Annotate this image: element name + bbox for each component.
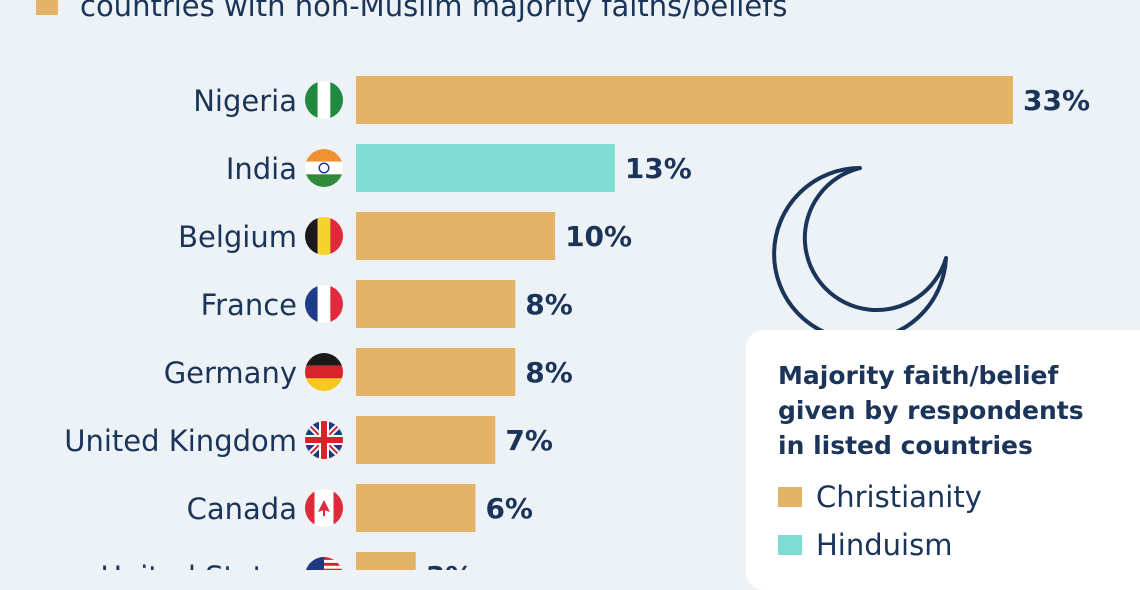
bar-canada: [356, 484, 476, 532]
category-label-united-kingdom: United Kingdom: [64, 424, 297, 458]
subtitle-row: countries with non-Muslim majority faith…: [36, 0, 788, 26]
bar-france: [356, 280, 516, 328]
value-label-germany: 8%: [525, 356, 573, 389]
bar-india: [356, 144, 615, 192]
bar-row-united-kingdom: United Kingdom 7%: [64, 416, 553, 464]
legend-swatch-hinduism: [778, 535, 802, 555]
bar-germany: [356, 348, 516, 396]
value-label-united-kingdom: 7%: [505, 424, 553, 457]
bar-row-nigeria: Nigeria 33%: [193, 76, 1090, 124]
category-label-india: India: [226, 152, 297, 186]
value-label-united-states: 3%: [426, 560, 474, 570]
bar-row-germany: Germany 8%: [164, 348, 573, 396]
crescent-moon-icon: [772, 166, 948, 342]
legend-title: Majority faith/belief given by responden…: [778, 361, 1084, 460]
bar-nigeria: [356, 76, 1013, 124]
bar-united-states: [356, 552, 416, 570]
legend-label-hinduism: Hinduism: [816, 528, 953, 562]
canada-flag-icon: [305, 489, 343, 527]
category-label-canada: Canada: [187, 492, 297, 526]
category-label-france: France: [201, 288, 297, 322]
value-label-france: 8%: [525, 288, 573, 321]
belgium-flag-icon: [305, 217, 343, 255]
legend: Majority faith/belief given by responden…: [746, 330, 1140, 590]
legend-item-hinduism: Hinduism: [778, 528, 952, 562]
legend-swatch-christianity: [778, 487, 802, 507]
bar-row-united-states: United States 3%: [101, 552, 474, 570]
subtitle-swatch: [36, 0, 58, 15]
bar-row-belgium: Belgium 10%: [178, 212, 632, 260]
value-label-nigeria: 33%: [1023, 84, 1090, 117]
united-kingdom-flag-icon: [305, 421, 343, 459]
category-label-united-states: United States: [101, 560, 297, 570]
bar-chart: Nigeria 33%India 13%Belgium 10%France 8%Germ…: [64, 76, 1090, 570]
bar-belgium: [356, 212, 556, 260]
nigeria-flag-icon: [305, 81, 343, 119]
legend-label-christianity: Christianity: [816, 480, 982, 514]
bar-united-kingdom: [356, 416, 496, 464]
value-label-india: 13%: [625, 152, 692, 185]
legend-item-christianity: Christianity: [778, 480, 982, 514]
value-label-canada: 6%: [485, 492, 533, 525]
india-flag-icon: [305, 149, 343, 187]
category-label-belgium: Belgium: [178, 220, 297, 254]
france-flag-icon: [305, 285, 343, 323]
bar-row-canada: Canada 6%: [187, 484, 533, 532]
bar-row-france: France 8%: [201, 280, 573, 328]
category-label-nigeria: Nigeria: [193, 84, 297, 118]
category-label-germany: Germany: [164, 356, 297, 390]
germany-flag-icon: [305, 353, 343, 391]
united-states-flag-icon: [305, 557, 343, 570]
bar-row-india: India 13%: [226, 144, 692, 192]
chart-subtitle: countries with non-Muslim majority faith…: [80, 0, 788, 23]
value-label-belgium: 10%: [565, 220, 632, 253]
